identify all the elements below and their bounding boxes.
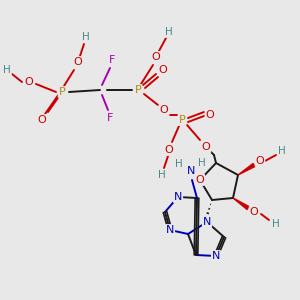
Text: O: O <box>165 145 173 155</box>
Text: O: O <box>206 110 214 120</box>
Text: O: O <box>152 52 160 62</box>
Text: N: N <box>203 217 211 227</box>
Text: H: H <box>198 158 206 168</box>
Text: O: O <box>74 57 82 67</box>
Text: N: N <box>187 166 195 176</box>
Text: H: H <box>175 159 183 169</box>
Text: N: N <box>212 251 220 261</box>
Text: F: F <box>107 113 113 123</box>
Text: P: P <box>135 85 141 95</box>
Text: H: H <box>82 32 90 42</box>
Text: O: O <box>159 65 167 75</box>
Text: H: H <box>165 27 173 37</box>
Text: O: O <box>250 207 258 217</box>
Text: P: P <box>58 87 65 97</box>
Text: H: H <box>158 170 166 180</box>
Text: O: O <box>25 77 33 87</box>
Text: H: H <box>3 65 11 75</box>
Text: O: O <box>202 142 210 152</box>
Text: N: N <box>166 225 174 235</box>
Text: O: O <box>38 115 46 125</box>
Text: O: O <box>256 156 264 166</box>
Text: H: H <box>272 219 280 229</box>
Text: N: N <box>174 192 182 202</box>
Text: O: O <box>196 175 204 185</box>
Text: O: O <box>160 105 168 115</box>
Text: P: P <box>178 115 185 125</box>
Polygon shape <box>238 164 255 175</box>
Text: H: H <box>278 146 286 156</box>
Polygon shape <box>233 198 249 209</box>
Text: F: F <box>109 55 115 65</box>
